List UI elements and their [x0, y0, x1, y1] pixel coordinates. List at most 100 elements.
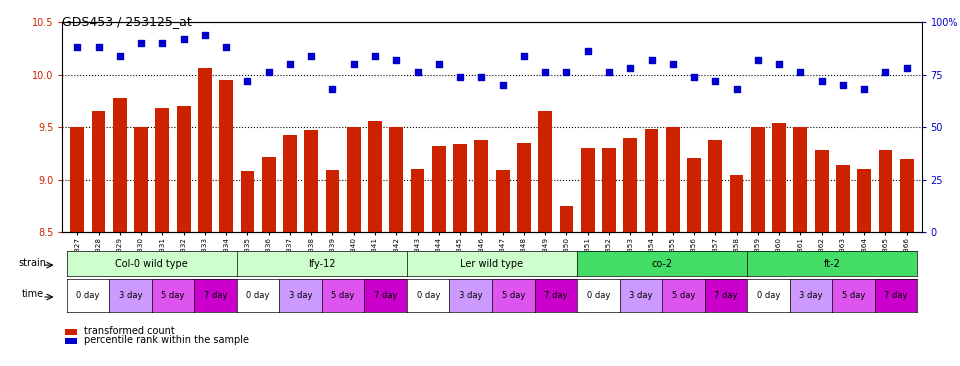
Bar	[91, 111, 106, 232]
Point	[729, 86, 744, 92]
Point	[644, 57, 660, 63]
Bar	[815, 150, 828, 232]
Point	[112, 53, 128, 59]
Text: 3 day: 3 day	[119, 291, 142, 300]
Text: strain: strain	[18, 258, 46, 268]
Bar	[198, 68, 212, 232]
Bar	[581, 148, 594, 232]
Point	[793, 70, 808, 75]
Bar	[70, 127, 84, 232]
Point	[622, 65, 637, 71]
Text: 7 day: 7 day	[714, 291, 737, 300]
Text: 0 day: 0 day	[417, 291, 440, 300]
Point	[347, 61, 362, 67]
Point	[368, 53, 383, 59]
Text: ft-2: ft-2	[824, 259, 841, 269]
Point	[580, 48, 595, 54]
Text: 5 day: 5 day	[842, 291, 865, 300]
Point	[473, 74, 489, 80]
Bar	[560, 206, 573, 232]
Bar	[453, 144, 467, 232]
Text: 5 day: 5 day	[161, 291, 184, 300]
Bar	[411, 169, 424, 232]
Bar	[432, 146, 445, 232]
Bar	[495, 170, 510, 232]
Bar	[156, 108, 169, 232]
Bar	[177, 106, 190, 232]
Bar	[539, 111, 552, 232]
Bar	[241, 171, 254, 232]
Text: 7 day: 7 day	[373, 291, 397, 300]
Text: lfy-12: lfy-12	[308, 259, 336, 269]
Text: 5 day: 5 day	[501, 291, 525, 300]
Bar	[708, 140, 722, 232]
Point	[282, 61, 298, 67]
Point	[899, 65, 914, 71]
Point	[70, 44, 85, 50]
Bar	[113, 98, 127, 232]
Point	[686, 74, 702, 80]
Point	[772, 61, 787, 67]
Text: 5 day: 5 day	[672, 291, 695, 300]
Text: 3 day: 3 day	[459, 291, 483, 300]
Text: time: time	[21, 289, 43, 299]
Point	[389, 57, 404, 63]
Point	[814, 78, 829, 84]
Text: Col-0 wild type: Col-0 wild type	[115, 259, 188, 269]
Point	[155, 40, 170, 46]
Bar	[772, 123, 786, 232]
Text: 3 day: 3 day	[289, 291, 312, 300]
Bar	[836, 165, 850, 232]
Bar	[900, 159, 914, 232]
Text: transformed count: transformed count	[84, 326, 176, 336]
Text: co-2: co-2	[652, 259, 673, 269]
Bar	[347, 127, 361, 232]
Point	[133, 40, 149, 46]
Point	[452, 74, 468, 80]
Point	[750, 57, 765, 63]
Point	[176, 36, 191, 42]
Bar	[517, 143, 531, 232]
Point	[261, 70, 276, 75]
Text: percentile rank within the sample: percentile rank within the sample	[84, 335, 250, 345]
Bar	[474, 140, 489, 232]
Bar	[857, 169, 871, 232]
Text: Ler wild type: Ler wild type	[461, 259, 523, 269]
Text: 7 day: 7 day	[884, 291, 908, 300]
Text: 0 day: 0 day	[247, 291, 270, 300]
Point	[877, 70, 893, 75]
Point	[240, 78, 255, 84]
Point	[303, 53, 319, 59]
Text: GDS453 / 253125_at: GDS453 / 253125_at	[62, 15, 192, 28]
Point	[219, 44, 234, 50]
Text: 7 day: 7 day	[204, 291, 228, 300]
Bar	[325, 170, 340, 232]
Bar	[283, 135, 297, 232]
Text: 0 day: 0 day	[76, 291, 100, 300]
Point	[197, 31, 212, 37]
Bar	[751, 127, 765, 232]
Point	[835, 82, 851, 88]
Bar	[623, 138, 637, 232]
Point	[559, 70, 574, 75]
Bar	[602, 148, 616, 232]
Point	[495, 82, 511, 88]
Point	[601, 70, 616, 75]
Bar	[219, 80, 233, 232]
Point	[410, 70, 425, 75]
Point	[708, 78, 723, 84]
Bar	[730, 175, 743, 232]
Text: 5 day: 5 day	[331, 291, 355, 300]
Bar	[666, 127, 680, 232]
Bar	[390, 127, 403, 232]
Bar	[262, 157, 276, 232]
Bar	[644, 129, 659, 232]
Text: 0 day: 0 day	[756, 291, 780, 300]
Bar	[687, 158, 701, 232]
Text: 7 day: 7 day	[544, 291, 567, 300]
Text: 3 day: 3 day	[800, 291, 823, 300]
Bar	[368, 121, 382, 232]
Point	[431, 61, 446, 67]
Point	[516, 53, 532, 59]
Bar	[878, 150, 893, 232]
